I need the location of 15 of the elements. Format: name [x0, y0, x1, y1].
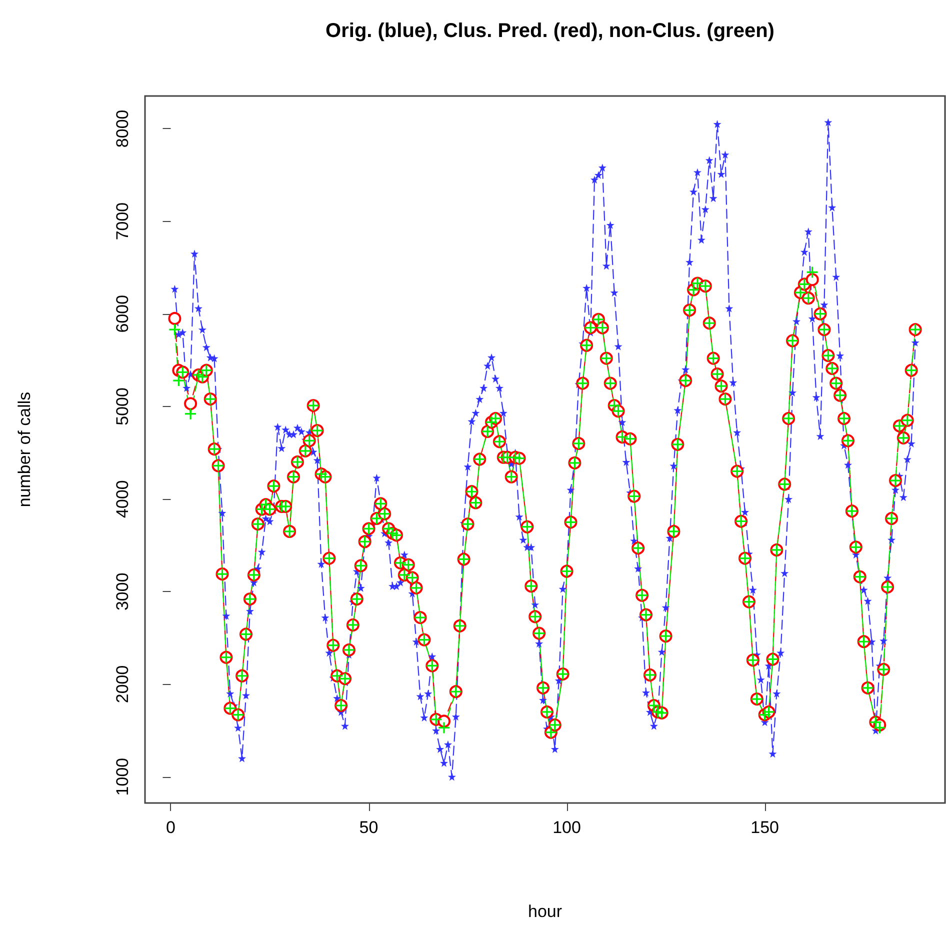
- y-tick-label: 1000: [113, 758, 132, 796]
- x-tick-label: 50: [359, 818, 378, 837]
- x-axis-title: hour: [528, 902, 562, 921]
- x-tick-label: 0: [166, 818, 176, 837]
- chart-title: Orig. (blue), Clus. Pred. (red), non-Clus. (green): [326, 20, 774, 42]
- y-axis-title: number of calls: [15, 392, 34, 508]
- x-tick-label: 100: [552, 818, 581, 837]
- x-tick-label: 150: [750, 818, 779, 837]
- y-tick-label: 8000: [113, 110, 132, 148]
- y-tick-label: 2000: [113, 665, 132, 704]
- y-tick-label: 3000: [113, 572, 132, 611]
- y-tick-label: 7000: [113, 202, 132, 240]
- y-tick-label: 5000: [113, 388, 132, 426]
- y-tick-label: 6000: [113, 294, 132, 333]
- y-tick-label: 4000: [113, 480, 132, 518]
